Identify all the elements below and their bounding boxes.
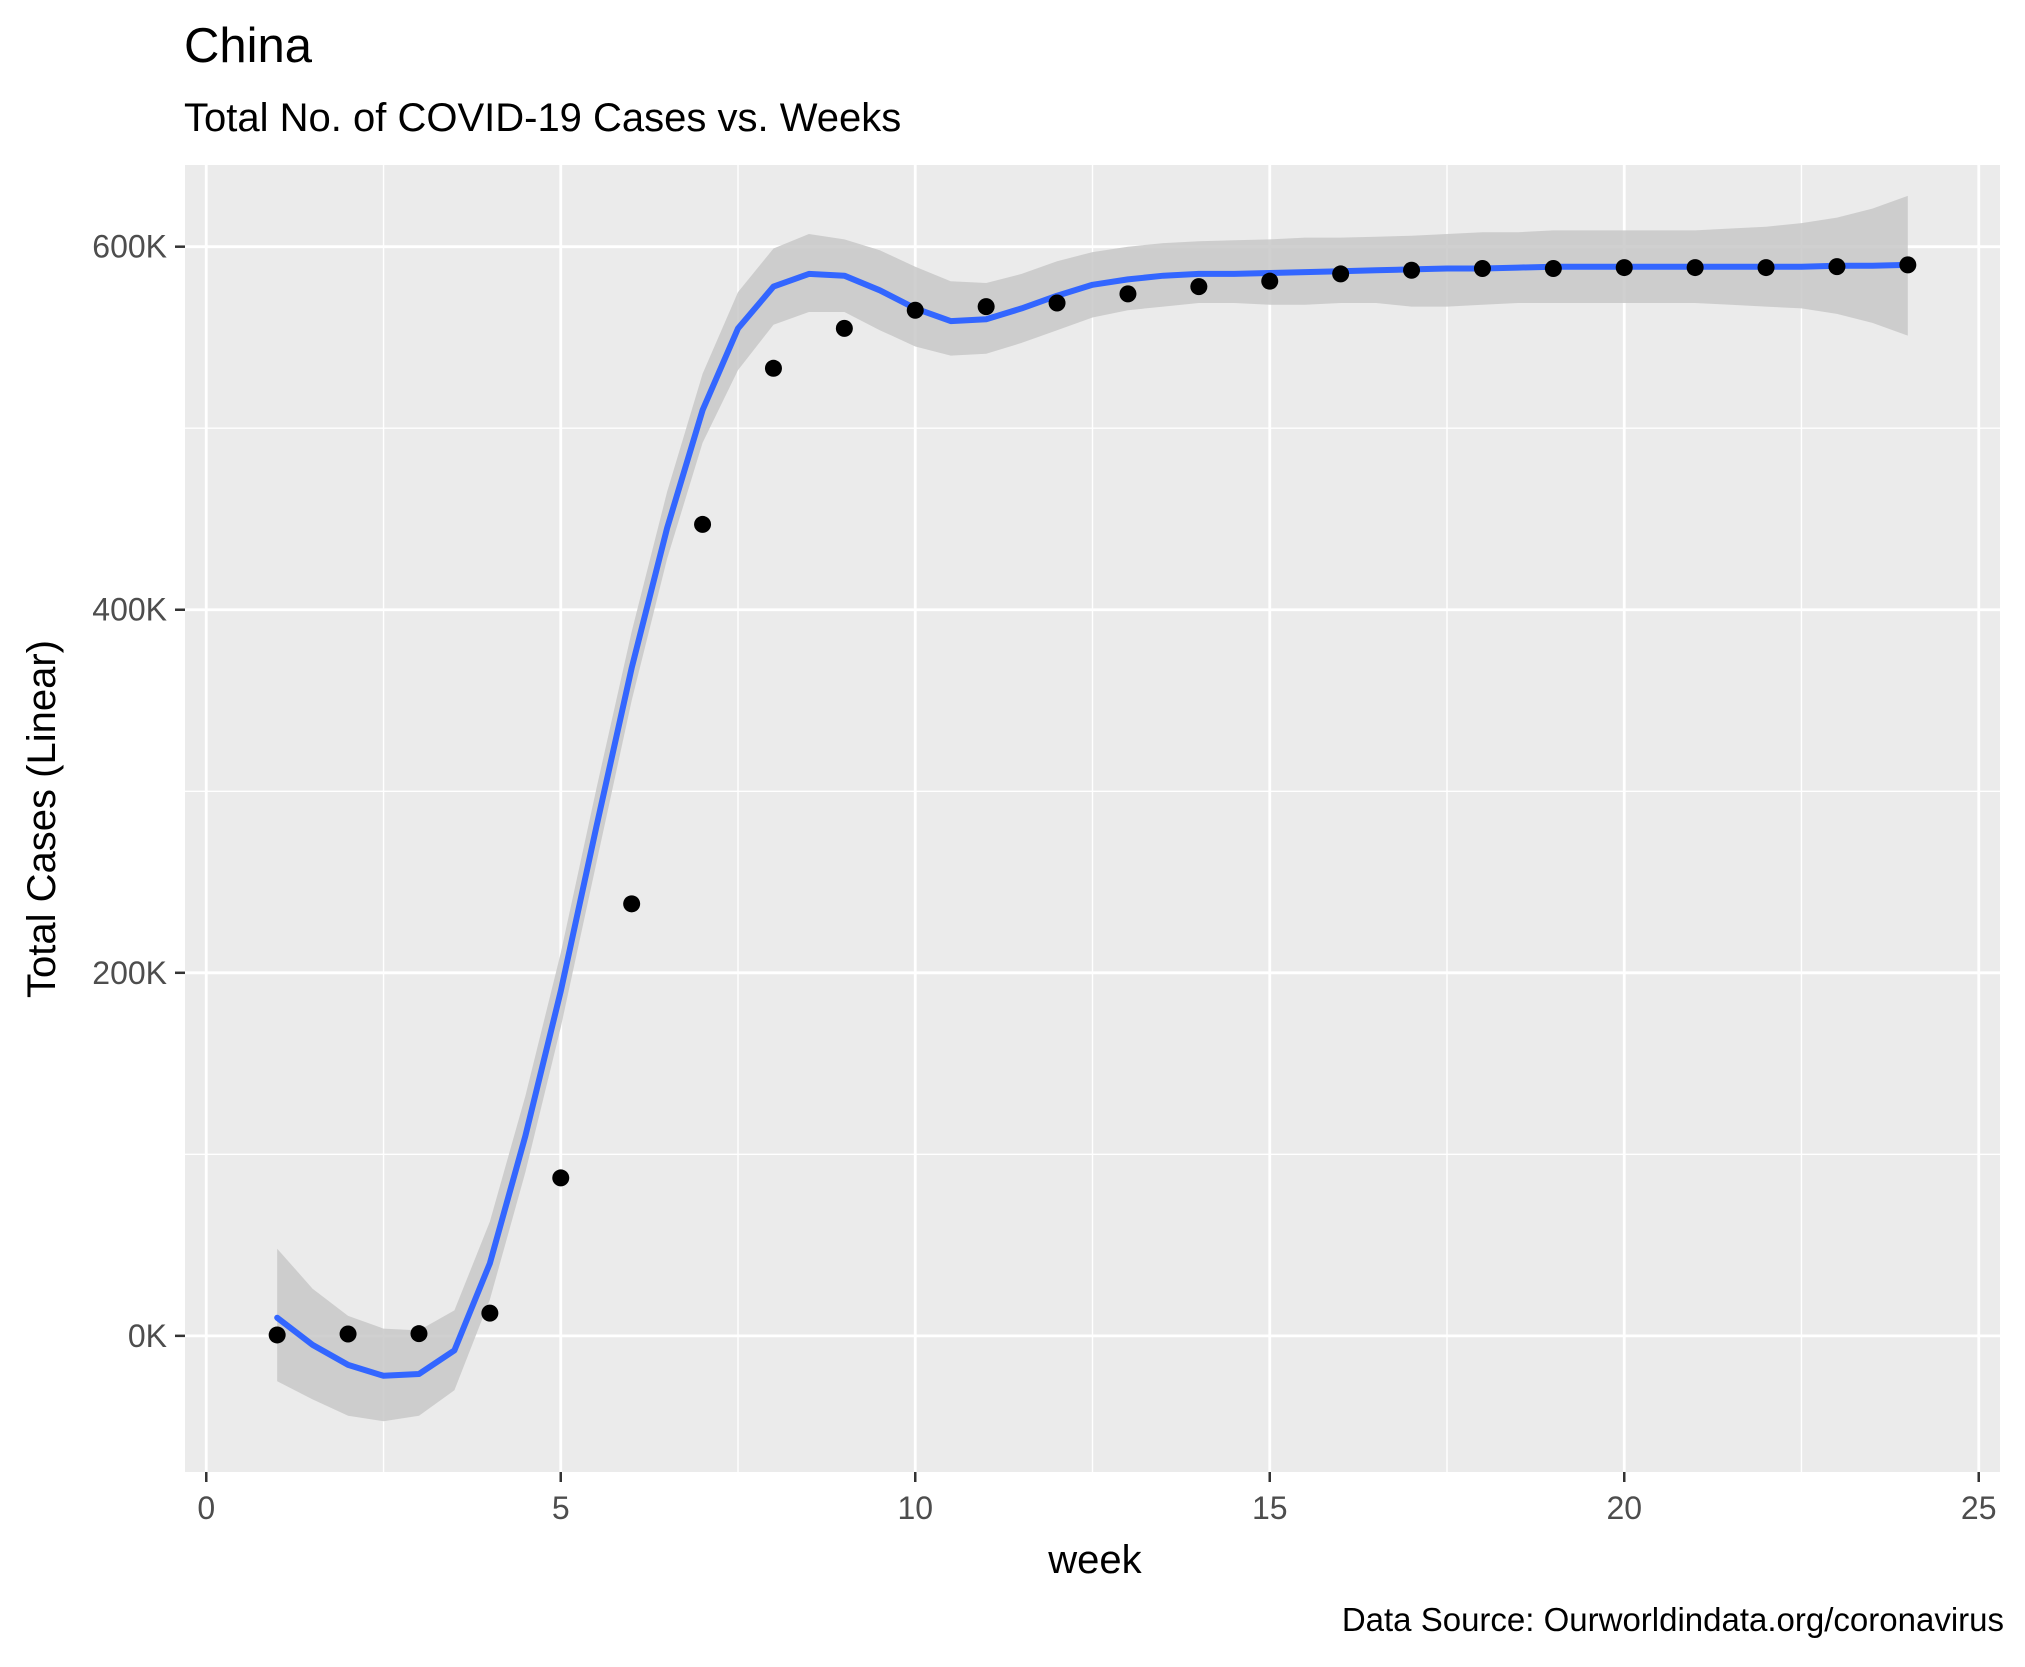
smooth-line [274, 261, 1911, 1379]
axes-layer: 0 5 10 15 20 25 0K 200K 400K 600K [92, 229, 1996, 1526]
data-point [1261, 272, 1279, 290]
x-tick-label: 25 [1961, 1490, 1997, 1526]
data-point [410, 1325, 428, 1343]
data-point [623, 895, 641, 913]
x-axis-label: week [1047, 1538, 1142, 1582]
data-point [1686, 259, 1704, 277]
data-point [1615, 259, 1633, 277]
data-point [1899, 256, 1917, 274]
data-point [1757, 259, 1775, 277]
grid-minor [185, 165, 2000, 1472]
data-point [1190, 278, 1208, 296]
data-point [1473, 259, 1491, 277]
data-point [1544, 259, 1562, 277]
y-tick-label: 400K [92, 592, 167, 628]
x-tick-label: 15 [1252, 1490, 1288, 1526]
points-layer [268, 256, 1917, 1344]
data-point [481, 1304, 499, 1322]
chart-caption: Data Source: Ourworldindata.org/coronavi… [1342, 1601, 2004, 1638]
x-tick-label: 10 [897, 1490, 933, 1526]
data-point [764, 359, 782, 377]
data-point [835, 319, 853, 337]
grid-major [185, 165, 2000, 1472]
data-point [906, 301, 924, 319]
data-point [694, 515, 712, 533]
x-tick-label: 5 [552, 1490, 570, 1526]
data-point [1048, 294, 1066, 312]
data-point [1332, 265, 1350, 283]
x-tick-label: 0 [197, 1490, 215, 1526]
chart-title: China [184, 19, 313, 73]
data-point [977, 298, 995, 316]
smooth-line-layer [274, 261, 1911, 1379]
y-axis-label: Total Cases (Linear) [20, 640, 64, 998]
y-tick-label: 600K [92, 229, 167, 265]
y-tick-label: 200K [92, 955, 167, 991]
data-point [268, 1326, 286, 1344]
x-tick-label: 20 [1606, 1490, 1642, 1526]
chart-subtitle: Total No. of COVID-19 Cases vs. Weeks [184, 96, 901, 140]
y-tick-label: 0K [128, 1318, 167, 1354]
data-point [1828, 258, 1846, 276]
data-point [552, 1169, 570, 1187]
data-point [339, 1325, 357, 1343]
data-point [1119, 285, 1137, 303]
data-point [1403, 261, 1421, 279]
